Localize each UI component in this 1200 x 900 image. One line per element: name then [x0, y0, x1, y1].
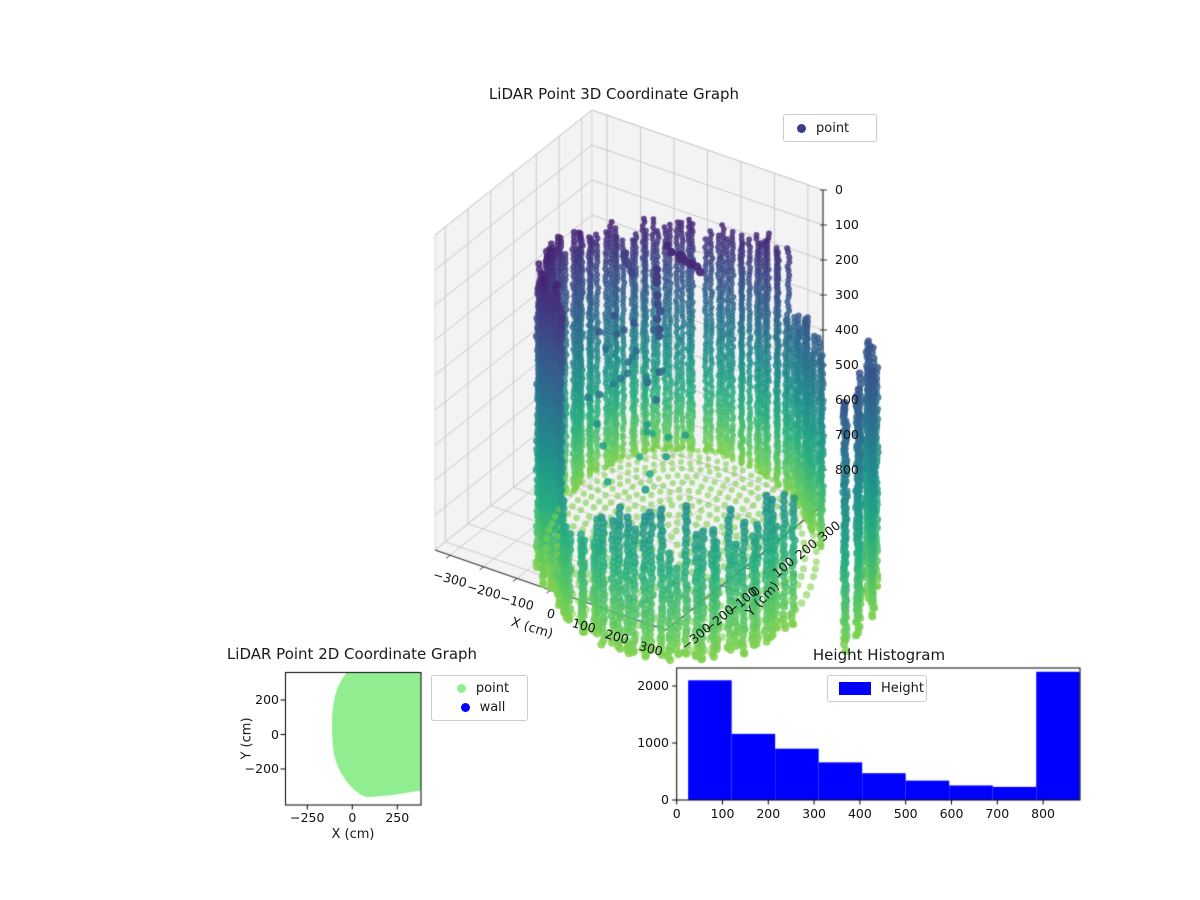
plot3d-legend-label: point: [816, 120, 850, 136]
hist-legend-label: Height: [881, 681, 924, 696]
p3d-ztick-label: 200: [835, 252, 859, 267]
p3d-xtick-label: 300: [637, 637, 665, 659]
point-marker-icon: [456, 684, 466, 693]
plot3d-title: LiDAR Point 3D Coordinate Graph: [488, 85, 740, 103]
p2d-xtick-label: 0: [348, 810, 357, 825]
hist-ytick-label: 1000: [637, 735, 669, 750]
p2d-ytick-label: 200: [255, 692, 279, 707]
point-marker-icon: [797, 123, 806, 133]
hist-xtick-label: 300: [802, 806, 827, 821]
p3d-ztick-label: 600: [835, 392, 859, 407]
plot2d-legend-row-wall: wall: [448, 698, 506, 717]
hist-ytick-label: 0: [661, 792, 669, 807]
hist-xtick-label: 0: [672, 806, 681, 821]
p2d-ytick-label: −200: [244, 761, 279, 776]
p2d-ytick-label: 0: [271, 726, 279, 742]
plot3d-legend[interactable]: point: [783, 114, 877, 142]
plot2d-legend-row-point: point: [444, 679, 509, 698]
height-swatch-icon: [839, 682, 871, 695]
plot2d-title: LiDAR Point 2D Coordinate Graph: [226, 645, 478, 663]
p2d-xtick-label: 250: [385, 810, 410, 825]
hist-xtick-label: 800: [1031, 806, 1056, 821]
p3d-ztick-label: 800: [835, 462, 859, 477]
wall-marker-icon: [460, 703, 470, 712]
hist-xtick-label: 400: [847, 806, 872, 821]
p3d-ztick-label: 700: [835, 427, 859, 442]
hist-xtick-label: 600: [939, 806, 964, 821]
p3d-ztick-label: 300: [835, 287, 859, 302]
hist-xtick-label: 100: [710, 806, 735, 821]
p3d-ztick-label: 100: [835, 217, 859, 232]
p3d-ztick-label: 400: [835, 322, 859, 337]
p3d-ztick-label: 500: [835, 357, 859, 372]
p3d-ztick-label: 0: [835, 182, 843, 197]
hist-ytick-label: 2000: [637, 678, 669, 693]
p2d-xtick-label: −250: [290, 810, 325, 825]
hist-xtick-label: 200: [756, 806, 781, 821]
hist-title: Height Histogram: [812, 646, 946, 664]
plot2d-legend-label-wall: wall: [479, 700, 506, 715]
hist-xtick-label: 500: [893, 806, 918, 821]
hist-legend[interactable]: Height: [827, 675, 927, 702]
hist-xtick-label: 700: [985, 806, 1010, 821]
plot2d-legend-label-point: point: [475, 681, 510, 696]
plot2d-xlabel: X (cm): [331, 827, 375, 842]
plot2d-legend[interactable]: point wall: [431, 675, 528, 721]
